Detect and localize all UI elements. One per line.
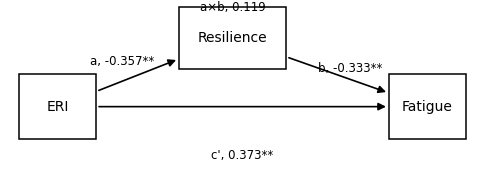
- FancyBboxPatch shape: [389, 74, 466, 139]
- FancyBboxPatch shape: [19, 74, 96, 139]
- Text: ERI: ERI: [46, 100, 68, 114]
- FancyBboxPatch shape: [179, 7, 286, 69]
- Text: Fatigue: Fatigue: [402, 100, 453, 114]
- Text: a, -0.357**: a, -0.357**: [90, 55, 154, 68]
- Text: Resilience: Resilience: [198, 31, 268, 45]
- Text: a×b, 0.119: a×b, 0.119: [200, 1, 266, 14]
- Text: c', 0.373**: c', 0.373**: [212, 149, 274, 162]
- Text: b, -0.333**: b, -0.333**: [318, 62, 382, 75]
